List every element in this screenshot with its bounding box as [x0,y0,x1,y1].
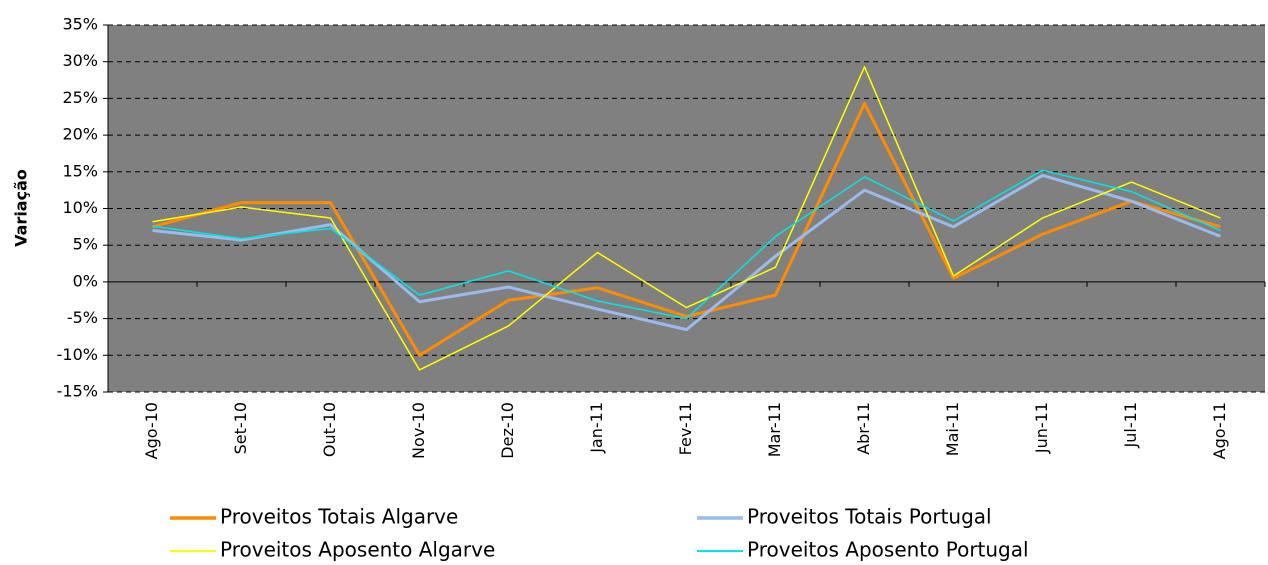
y-tick-label: 25% [62,88,98,107]
x-tick-label: Fev-11 [676,402,695,455]
y-tick-label: 5% [73,235,98,254]
x-tick-label: Jul-11 [1121,402,1140,448]
legend-label: Proveitos Aposento Portugal [747,538,1029,562]
x-tick-label: Mai-11 [943,402,962,456]
y-axis-label: Variação [12,169,31,247]
x-tick-label: Jan-11 [587,402,606,454]
x-tick-label: Mar-11 [765,402,784,457]
x-tick-label: Nov-10 [409,402,428,459]
x-tick-label: Ago-10 [142,402,161,459]
legend-label: Proveitos Totais Portugal [747,505,992,529]
x-tick-label: Out-10 [320,402,339,457]
y-tick-label: -15% [57,382,98,401]
x-tick-label: Ago-11 [1210,402,1229,459]
x-tick-label: Dez-10 [498,402,517,459]
x-tick-label: Set-10 [231,402,250,454]
legend-label: Proveitos Aposento Algarve [220,538,495,562]
series-line [152,173,1222,332]
series-line [152,102,1221,357]
y-tick-label: -10% [57,345,98,364]
legend-label: Proveitos Totais Algarve [220,505,458,529]
y-tick-label: 15% [62,161,98,180]
x-tick-label: Abr-11 [854,402,873,455]
y-tick-label: 0% [73,271,98,290]
series-line [152,169,1221,320]
x-tick-label: Jun-11 [1032,402,1051,454]
series-line [152,66,1221,371]
y-tick-label: 10% [62,198,98,217]
y-tick-label: 35% [62,15,98,34]
y-tick-label: -5% [67,308,98,327]
y-tick-label: 30% [62,51,98,70]
y-tick-label: 20% [62,125,98,144]
